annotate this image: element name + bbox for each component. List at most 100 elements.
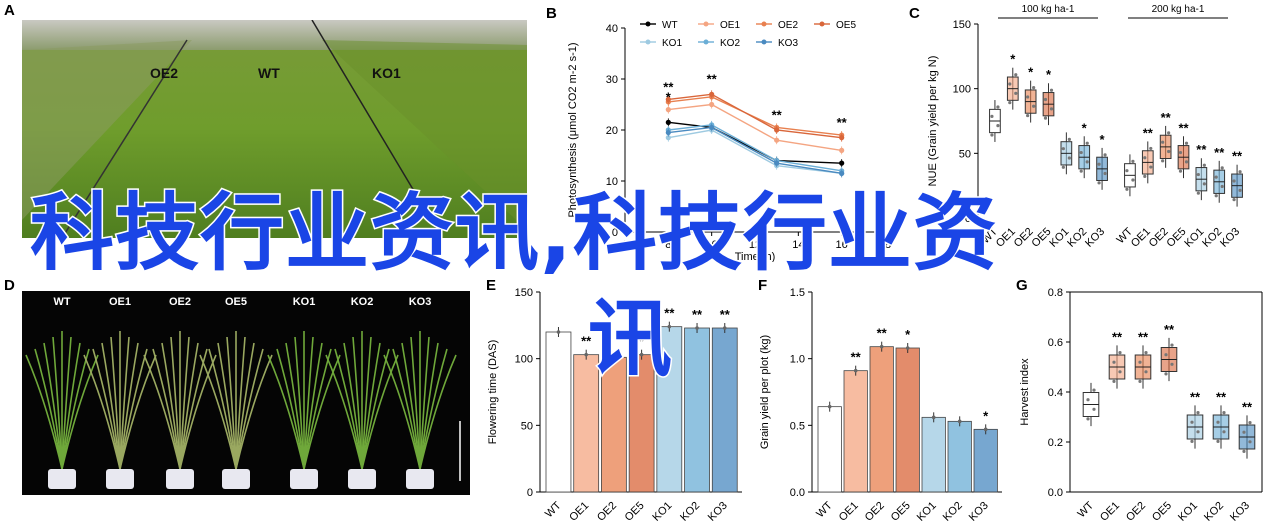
chart-e-bar-ko2: [684, 327, 710, 493]
plant-leaf: [303, 336, 314, 470]
chart-e-annotation: *: [639, 334, 645, 349]
field-label-ko1: KO1: [372, 65, 401, 81]
panel-g: G 0.0 0.2 0.4 0.6 0.8 Harvest index ** ** ** ** ** *…: [1010, 270, 1269, 527]
chart-b-legend-marker: [703, 39, 709, 45]
chart-e-ytick-label: 50: [521, 420, 533, 432]
chart-c-point: [996, 124, 1000, 128]
chart-b-point-oe1: [665, 107, 671, 113]
chart-c-annotation: *: [1046, 67, 1052, 82]
chart-c-point: [1143, 174, 1147, 178]
plant-leaf: [61, 342, 81, 470]
chart-c-annotation: *: [1010, 52, 1016, 67]
plant-label-oe1: OE1: [109, 296, 131, 308]
plant-label-wt: WT: [53, 296, 70, 308]
chart-b-xtick-label: 6: [622, 239, 628, 251]
plant-leaf: [285, 342, 305, 470]
chart-g-point: [1144, 370, 1148, 374]
plant-label-ko1: KO1: [293, 296, 316, 308]
plant-label-oe5: OE5: [225, 296, 247, 308]
plant-leaf: [52, 336, 63, 470]
chart-b-point-ko1: [665, 135, 671, 141]
chart-c-point: [1032, 86, 1036, 90]
chart-e-point: [612, 355, 616, 360]
plant-leaf: [325, 354, 363, 470]
chart-e-annotation: **: [692, 307, 703, 322]
chart-g-ytick-label: 0.0: [1048, 487, 1063, 499]
chart-g-label: G: [1016, 277, 1028, 294]
plant-ko3: [383, 331, 457, 489]
plant-leaf: [383, 354, 421, 470]
chart-g-point: [1242, 449, 1246, 453]
chart-e-ytick-label: 0: [527, 487, 533, 499]
chart-c-point: [1184, 160, 1189, 164]
chart-f-xtick-label: OE5: [889, 500, 913, 524]
chart-b-line-oe1: [668, 103, 842, 152]
plant-leaf: [61, 354, 99, 470]
chart-b-legend-marker: [703, 21, 709, 27]
chart-e-xtick-label: KO3: [706, 500, 730, 524]
chart-g-point: [1248, 421, 1252, 425]
chart-g-point: [1112, 360, 1116, 364]
chart-b-point-oe5: [665, 96, 671, 102]
chart-g-annotation: **: [1112, 329, 1123, 344]
chart-f-bar-ko1: [921, 416, 946, 493]
chart-e-xtick-label: OE1: [567, 500, 591, 524]
chart-c-ylabel: NUE (Grain yield per kg N): [927, 56, 939, 187]
chart-c-annotation: **: [1161, 110, 1172, 125]
chart-b-xtick-label: 10: [706, 239, 718, 251]
chart-c-point: [1026, 113, 1030, 118]
chart-g-xtick-label: KO3: [1228, 500, 1252, 524]
chart-f-point: [853, 368, 858, 373]
chart-e-bar-wt: [545, 331, 572, 493]
chart-g-xtick-label: KO2: [1202, 500, 1226, 524]
chart-g-annotation: **: [1138, 329, 1149, 344]
chart-e-bar-ko1: [656, 326, 683, 493]
plant-pot: [348, 469, 376, 489]
plant-label-oe2: OE2: [169, 296, 191, 308]
chart-g-xtick-label: OE2: [1124, 500, 1148, 524]
chart-g-xtick-label: OE5: [1150, 500, 1174, 524]
plant-leaf: [235, 342, 255, 470]
chart-c-point: [1061, 165, 1065, 169]
plant-leaf: [179, 354, 217, 470]
chart-f-xtick-label: OE1: [837, 500, 861, 524]
chart-c-group-label-1: 100 kg ha-1: [1022, 4, 1075, 15]
chart-f-label: F: [758, 277, 767, 294]
chart-b-line-ko3: [668, 126, 842, 175]
plant-leaf: [267, 354, 305, 470]
chart-c-group-label-2: 200 kg ha-1: [1152, 4, 1205, 15]
chart-g-point: [1164, 353, 1168, 357]
chart-c-point: [1008, 101, 1012, 105]
chart-f-annotation: **: [851, 350, 862, 365]
chart-c-point: [1196, 172, 1200, 177]
plant-leaf: [361, 336, 372, 470]
chart-c-point: [1184, 141, 1189, 145]
chart-c-point: [1103, 171, 1107, 176]
chart-c-label: C: [909, 5, 920, 22]
chart-b-legend-label: OE2: [778, 20, 798, 31]
chart-f-ytick-label: 0.5: [790, 420, 805, 432]
chart-c-point: [1131, 178, 1135, 182]
chart-g-point: [1170, 362, 1174, 366]
chart-c-point: [1085, 160, 1089, 164]
chart-b-point-oe5: [839, 135, 845, 141]
panel-e: E 0 50 100 150 Flowering time (DAS) ** * ** ** ** W…: [480, 270, 748, 527]
chart-b-point-ko3: [665, 129, 671, 136]
chart-b-xtick-label: 8: [665, 239, 671, 251]
chart-f-ytick-label: 1.0: [790, 354, 805, 366]
chart-c-point: [1161, 159, 1165, 163]
chart-b-point-oe1: [709, 101, 715, 108]
chart-c-point: [1196, 191, 1200, 195]
chart-f-ytick-label: 0.0: [790, 487, 805, 499]
chart-g-point: [1112, 379, 1116, 383]
plant-leaf: [217, 342, 237, 470]
chart-e-xtick-label: KO1: [650, 500, 674, 524]
chart-c-point: [1143, 156, 1147, 160]
panel-c: C 0 50 100 150 NUE (Grain yield per kg N) * * * *…: [903, 0, 1269, 262]
chart-f-xtick-label: KO1: [915, 500, 939, 524]
chart-f-ylabel: Grain yield per plot (kg): [759, 335, 771, 449]
chart-e-point: [695, 326, 699, 330]
chart-g-ytick-label: 0.4: [1048, 387, 1063, 399]
chart-b-xtick-label: 12: [749, 239, 761, 251]
